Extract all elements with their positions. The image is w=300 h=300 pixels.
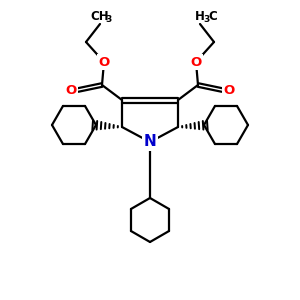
Text: O: O — [98, 56, 110, 68]
Text: 3: 3 — [203, 14, 209, 23]
Text: O: O — [190, 56, 202, 68]
Text: H: H — [195, 10, 205, 22]
Text: O: O — [224, 83, 235, 97]
Text: 3: 3 — [106, 14, 112, 23]
Text: C: C — [208, 10, 217, 22]
Text: N: N — [144, 134, 156, 149]
Text: O: O — [65, 83, 76, 97]
Text: CH: CH — [91, 10, 109, 22]
